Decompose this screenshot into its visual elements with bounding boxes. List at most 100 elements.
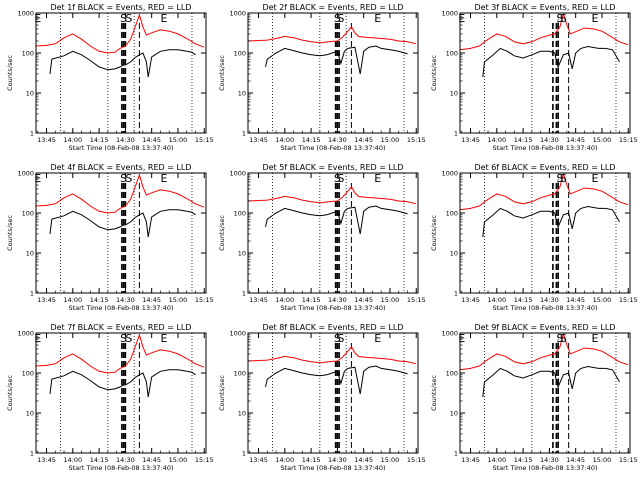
chart-2f-x-tick-label-5: 15:00 [381,136,400,144]
chart-9f-flag-1: S [556,332,563,345]
chart-2f-frame [247,12,419,134]
chart-1f-y-axis-label: Counts/sec [6,55,14,91]
chart-2f-flag-1: S [337,12,344,25]
chart-2f-x-axis-label: Start Time (08-Feb-08 13:37:40) [281,144,386,152]
chart-2f-y-tick-label-3: 1000 [229,10,246,18]
chart-4f-y-tick-label-1: 10 [26,250,34,258]
chart-8f-x-tick-label-2: 14:15 [302,456,321,464]
chart-4f-frame [35,172,207,294]
chart-2f-x-tick-label-2: 14:15 [302,136,321,144]
chart-6f-x-tick-label-0: 13:45 [461,296,480,304]
chart-9f-y-tick-label-3: 1000 [441,330,458,338]
chart-4f-flag-0: E [34,172,41,185]
chart-8f-flag-0: S [334,332,341,345]
chart-6f-flag-1: S [560,172,567,185]
chart-6f-x-tick-label-3: 14:30 [540,296,559,304]
chart-3f-series-lld [459,12,629,51]
chart-3f-x-tick-label-6: 15:15 [619,136,638,144]
chart-6f-y-tick-label-2: 100 [446,210,458,218]
chart-4f-x-tick-label-2: 14:15 [90,296,109,304]
chart-5f-flag-1: S [337,172,344,185]
chart-9f-x-tick-label-0: 13:45 [461,456,480,464]
chart-4f-series-lld [35,173,205,214]
chart-7f-series-events [49,369,196,398]
chart-3f-y-tick-label-0: 1 [454,130,458,138]
chart-6f-y-axis-label: Counts/sec [430,215,438,251]
chart-9f-series-events [482,365,620,398]
chart-1f-x-tick-label-0: 13:45 [37,136,56,144]
chart-1f-flag-2: S [125,12,132,25]
chart-9f-y-tick-label-0: 1 [454,450,458,458]
chart-8f-x-tick-label-1: 14:00 [275,456,294,464]
chart-6f-flag-2: E [591,172,598,185]
chart-9f-frame [459,332,631,454]
chart-8f-x-tick-label-5: 15:00 [381,456,400,464]
chart-7f-series-lld [35,333,205,374]
chart-1f-x-tick-label-1: 14:00 [63,136,82,144]
chart-8f-x-tick-label-6: 15:15 [407,456,426,464]
chart-4f-x-tick-label-5: 15:00 [169,296,188,304]
chart-8f-flag-1: S [337,332,344,345]
chart-3f-x-tick-label-1: 14:00 [487,136,506,144]
chart-6f-y-tick-label-0: 1 [454,290,458,298]
chart-5f-x-tick-label-6: 15:15 [407,296,426,304]
chart-1f-y-tick-label-2: 100 [22,50,34,58]
chart-3f-x-tick-label-2: 14:15 [514,136,533,144]
chart-6f-x-tick-label-1: 14:00 [487,296,506,304]
chart-7f-y-tick-label-1: 10 [26,410,34,418]
chart-4f-x-tick-label-6: 15:15 [195,296,214,304]
chart-5f-x-tick-label-3: 14:30 [328,296,347,304]
chart-7f-frame [35,332,207,454]
chart-5f-x-tick-label-0: 13:45 [249,296,268,304]
chart-2f-series-events [265,45,408,74]
chart-6f-x-tick-label-4: 14:45 [566,296,585,304]
chart-7f-flag-1: S [120,332,127,345]
chart-2f-flag-2: E [374,12,381,25]
chart-5f-y-tick-label-2: 100 [234,210,246,218]
chart-5f-series-lld [247,186,417,205]
chart-4f-x-tick-label-4: 14:45 [142,296,161,304]
chart-9f-series-lld [459,332,629,371]
chart-8f-series-events [265,365,408,394]
chart-6f-title: Det 6f BLACK = Events, RED = LLD [474,163,615,172]
chart-7f-flag-3: E [160,332,167,345]
chart-3f-frame [459,12,631,134]
chart-9f-flag-3: E [591,332,598,345]
chart-3f-x-tick-label-5: 15:00 [593,136,612,144]
chart-6f-y-tick-label-1: 10 [450,250,458,258]
chart-3f-title: Det 3f BLACK = Events, RED = LLD [474,3,615,12]
chart-1f-y-tick-label-0: 1 [30,130,34,138]
chart-5f-flag-2: E [374,172,381,185]
chart-8f-flag-2: E [374,332,381,345]
chart-4f-y-tick-label-0: 1 [30,290,34,298]
chart-5f-series-events [265,205,408,234]
chart-5f-y-tick-label-0: 1 [242,290,246,298]
chart-7f-title: Det 7f BLACK = Events, RED = LLD [50,323,191,332]
chart-1f-series-events [49,49,196,78]
chart-2f-y-tick-label-0: 1 [242,130,246,138]
chart-7f-y-tick-label-2: 100 [22,370,34,378]
chart-7f-y-tick-label-0: 1 [30,450,34,458]
chart-4f-x-axis-label: Start Time (08-Feb-08 13:37:40) [69,304,174,312]
chart-7f-y-tick-label-3: 1000 [17,330,34,338]
chart-8f-y-tick-label-3: 1000 [229,330,246,338]
chart-5f-x-axis-label: Start Time (08-Feb-08 13:37:40) [281,304,386,312]
chart-9f-x-tick-label-5: 15:00 [593,456,612,464]
chart-4f-flag-2: S [125,172,132,185]
chart-1f-x-tick-label-2: 14:15 [90,136,109,144]
chart-5f-title: Det 5f BLACK = Events, RED = LLD [262,163,403,172]
chart-2f-title: Det 2f BLACK = Events, RED = LLD [262,3,403,12]
chart-7f-flag-2: S [125,332,132,345]
chart-7f-x-tick-label-2: 14:15 [90,456,109,464]
chart-7f-flag-0: E [34,332,41,345]
chart-3f-x-axis-label: Start Time (08-Feb-08 13:37:40) [493,144,598,152]
chart-4f-flag-1: S [120,172,127,185]
